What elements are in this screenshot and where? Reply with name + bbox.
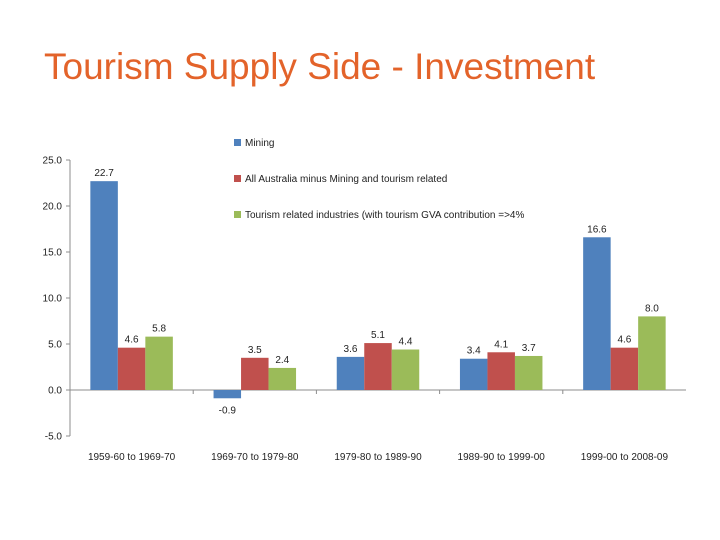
y-tick-label: 0.0	[48, 386, 62, 397]
legend-swatch	[234, 175, 241, 182]
bar	[487, 352, 515, 390]
bar	[268, 367, 297, 390]
data-label: 22.7	[94, 168, 114, 179]
bar	[610, 347, 639, 390]
data-label: 3.4	[467, 346, 481, 357]
category-label: 1989-90 to 1999-00	[458, 452, 546, 463]
data-label: 5.8	[152, 324, 166, 335]
slide-title: Tourism Supply Side - Investment	[44, 46, 596, 87]
category-label: 1959-60 to 1969-70	[88, 452, 176, 463]
bar	[145, 336, 173, 390]
y-tick-label: 10.0	[43, 294, 63, 305]
data-label: 3.6	[344, 344, 358, 355]
chart-bars	[90, 181, 666, 399]
bar	[514, 355, 543, 390]
data-label: 3.5	[248, 345, 262, 356]
chart-legend: Mining All Australia minus Mining and tou…	[234, 138, 524, 221]
legend-label: Mining	[245, 138, 274, 149]
legend-label: Tourism related industries (with tourism…	[245, 210, 524, 221]
chart-data-labels: 22.7 4.6 5.8 -0.9 3.5 2.4 3.6 5.1 4.4 3.4 4.1 3.7 16…	[94, 168, 659, 416]
y-tick-label: 15.0	[43, 248, 63, 259]
y-tick-label: -5.0	[45, 432, 63, 443]
data-label: 2.4	[275, 355, 289, 366]
data-label: 4.1	[494, 339, 508, 350]
bar	[638, 316, 666, 390]
bar	[241, 357, 269, 390]
y-tick-label: 25.0	[43, 156, 63, 167]
category-label: 1979-80 to 1989-90	[334, 452, 422, 463]
bar	[336, 356, 365, 390]
bar	[391, 349, 420, 390]
y-tick-label: 20.0	[43, 202, 63, 213]
bar	[90, 181, 118, 390]
bar	[583, 237, 611, 390]
data-label: 4.6	[617, 335, 631, 346]
bar	[117, 347, 146, 390]
data-label: -0.9	[219, 405, 237, 416]
data-label: 8.0	[645, 303, 659, 314]
bar	[213, 390, 242, 399]
legend-label: All Australia minus Mining and tourism r…	[245, 174, 447, 185]
data-label: 3.7	[522, 343, 536, 354]
legend-swatch	[234, 139, 241, 146]
bar	[459, 358, 488, 390]
bar	[364, 343, 392, 390]
data-label: 4.6	[125, 335, 139, 346]
legend-swatch	[234, 211, 241, 218]
category-label: 1999-00 to 2008-09	[581, 452, 669, 463]
data-label: 4.4	[399, 337, 413, 348]
data-label: 5.1	[371, 330, 385, 341]
category-label: 1969-70 to 1979-80	[211, 452, 299, 463]
data-label: 16.6	[587, 224, 607, 235]
y-tick-label: 5.0	[48, 340, 62, 351]
